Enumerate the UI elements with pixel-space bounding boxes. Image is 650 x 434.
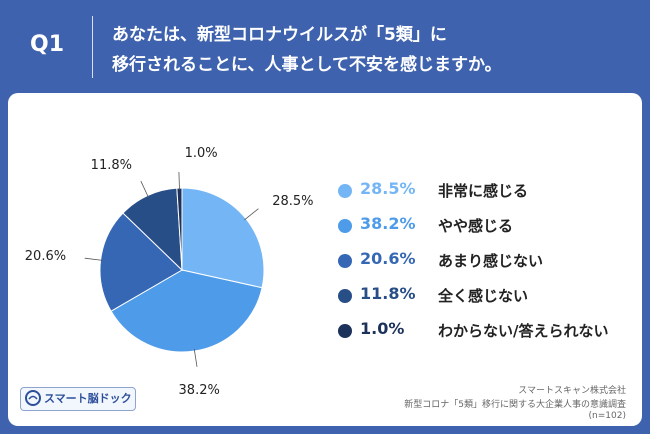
legend-label: わからない/答えられない (438, 322, 609, 340)
question-number: Q1 (30, 32, 65, 57)
brand-logo: スマート脳ドック (20, 387, 136, 411)
chart-card: 28.5% 38.2% 20.6% 11.8% 1.0% 28.5% 非常に感じる 38.2… (8, 93, 642, 426)
brain-scan-icon (25, 390, 41, 406)
source-company: スマートスキャン株式会社 (518, 386, 626, 396)
legend-label: 全く感じない (438, 287, 529, 305)
legend-label: 非常に感じる (438, 182, 529, 200)
legend-item-3: 20.6% あまり感じない (338, 246, 638, 281)
legend-value: 11.8% (360, 284, 416, 303)
legend-item-5: 1.0% わからない/答えられない (338, 316, 638, 351)
slice-value-label-3: 20.6% (24, 248, 67, 264)
legend-value: 1.0% (360, 319, 405, 338)
question-text-line-2: 移行されることに、人事として不安を感じますか。 (112, 55, 502, 75)
header-divider (92, 16, 93, 78)
legend-item-4: 11.8% 全く感じない (338, 281, 638, 316)
legend-value: 28.5% (360, 179, 416, 198)
legend-swatch (338, 324, 352, 338)
slice-value-label-2: 38.2% (178, 382, 220, 398)
legend-swatch (338, 184, 352, 198)
leader-line-2 (193, 348, 198, 367)
legend-value: 20.6% (360, 249, 416, 268)
leader-line-4 (140, 180, 149, 198)
legend-swatch (338, 254, 352, 268)
legend-item-2: 38.2% やや感じる (338, 211, 638, 246)
leader-line-1 (244, 208, 259, 221)
slice-value-label-5: 1.0% (184, 146, 218, 162)
slice-value-label-4: 11.8% (90, 157, 132, 173)
question-text-line-1: あなたは、新型コロナウイルスが「5類」に (112, 25, 447, 45)
legend-item-1: 28.5% 非常に感じる (338, 176, 638, 211)
legend-value: 38.2% (360, 214, 416, 233)
leader-line-5 (178, 172, 180, 191)
sample-size: (n=102) (588, 411, 626, 421)
legend-swatch (338, 219, 352, 233)
legend-label: あまり感じない (438, 252, 544, 270)
header: Q1 あなたは、新型コロナウイルスが「5類」に 移行されることに、人事として不安… (0, 0, 650, 92)
legend: 28.5% 非常に感じる 38.2% やや感じる 20.6% あまり感じない 11.8% 全く… (338, 176, 638, 351)
slice-value-label-1: 28.5% (272, 194, 314, 210)
pie-chart (84, 172, 265, 367)
legend-label: やや感じる (438, 217, 514, 235)
source-survey: 新型コロナ「5類」移行に関する大企業人事の意識調査 (404, 400, 626, 410)
leader-line-3 (84, 257, 103, 261)
logo-text: スマート脳ドック (44, 392, 132, 405)
legend-swatch (338, 289, 352, 303)
